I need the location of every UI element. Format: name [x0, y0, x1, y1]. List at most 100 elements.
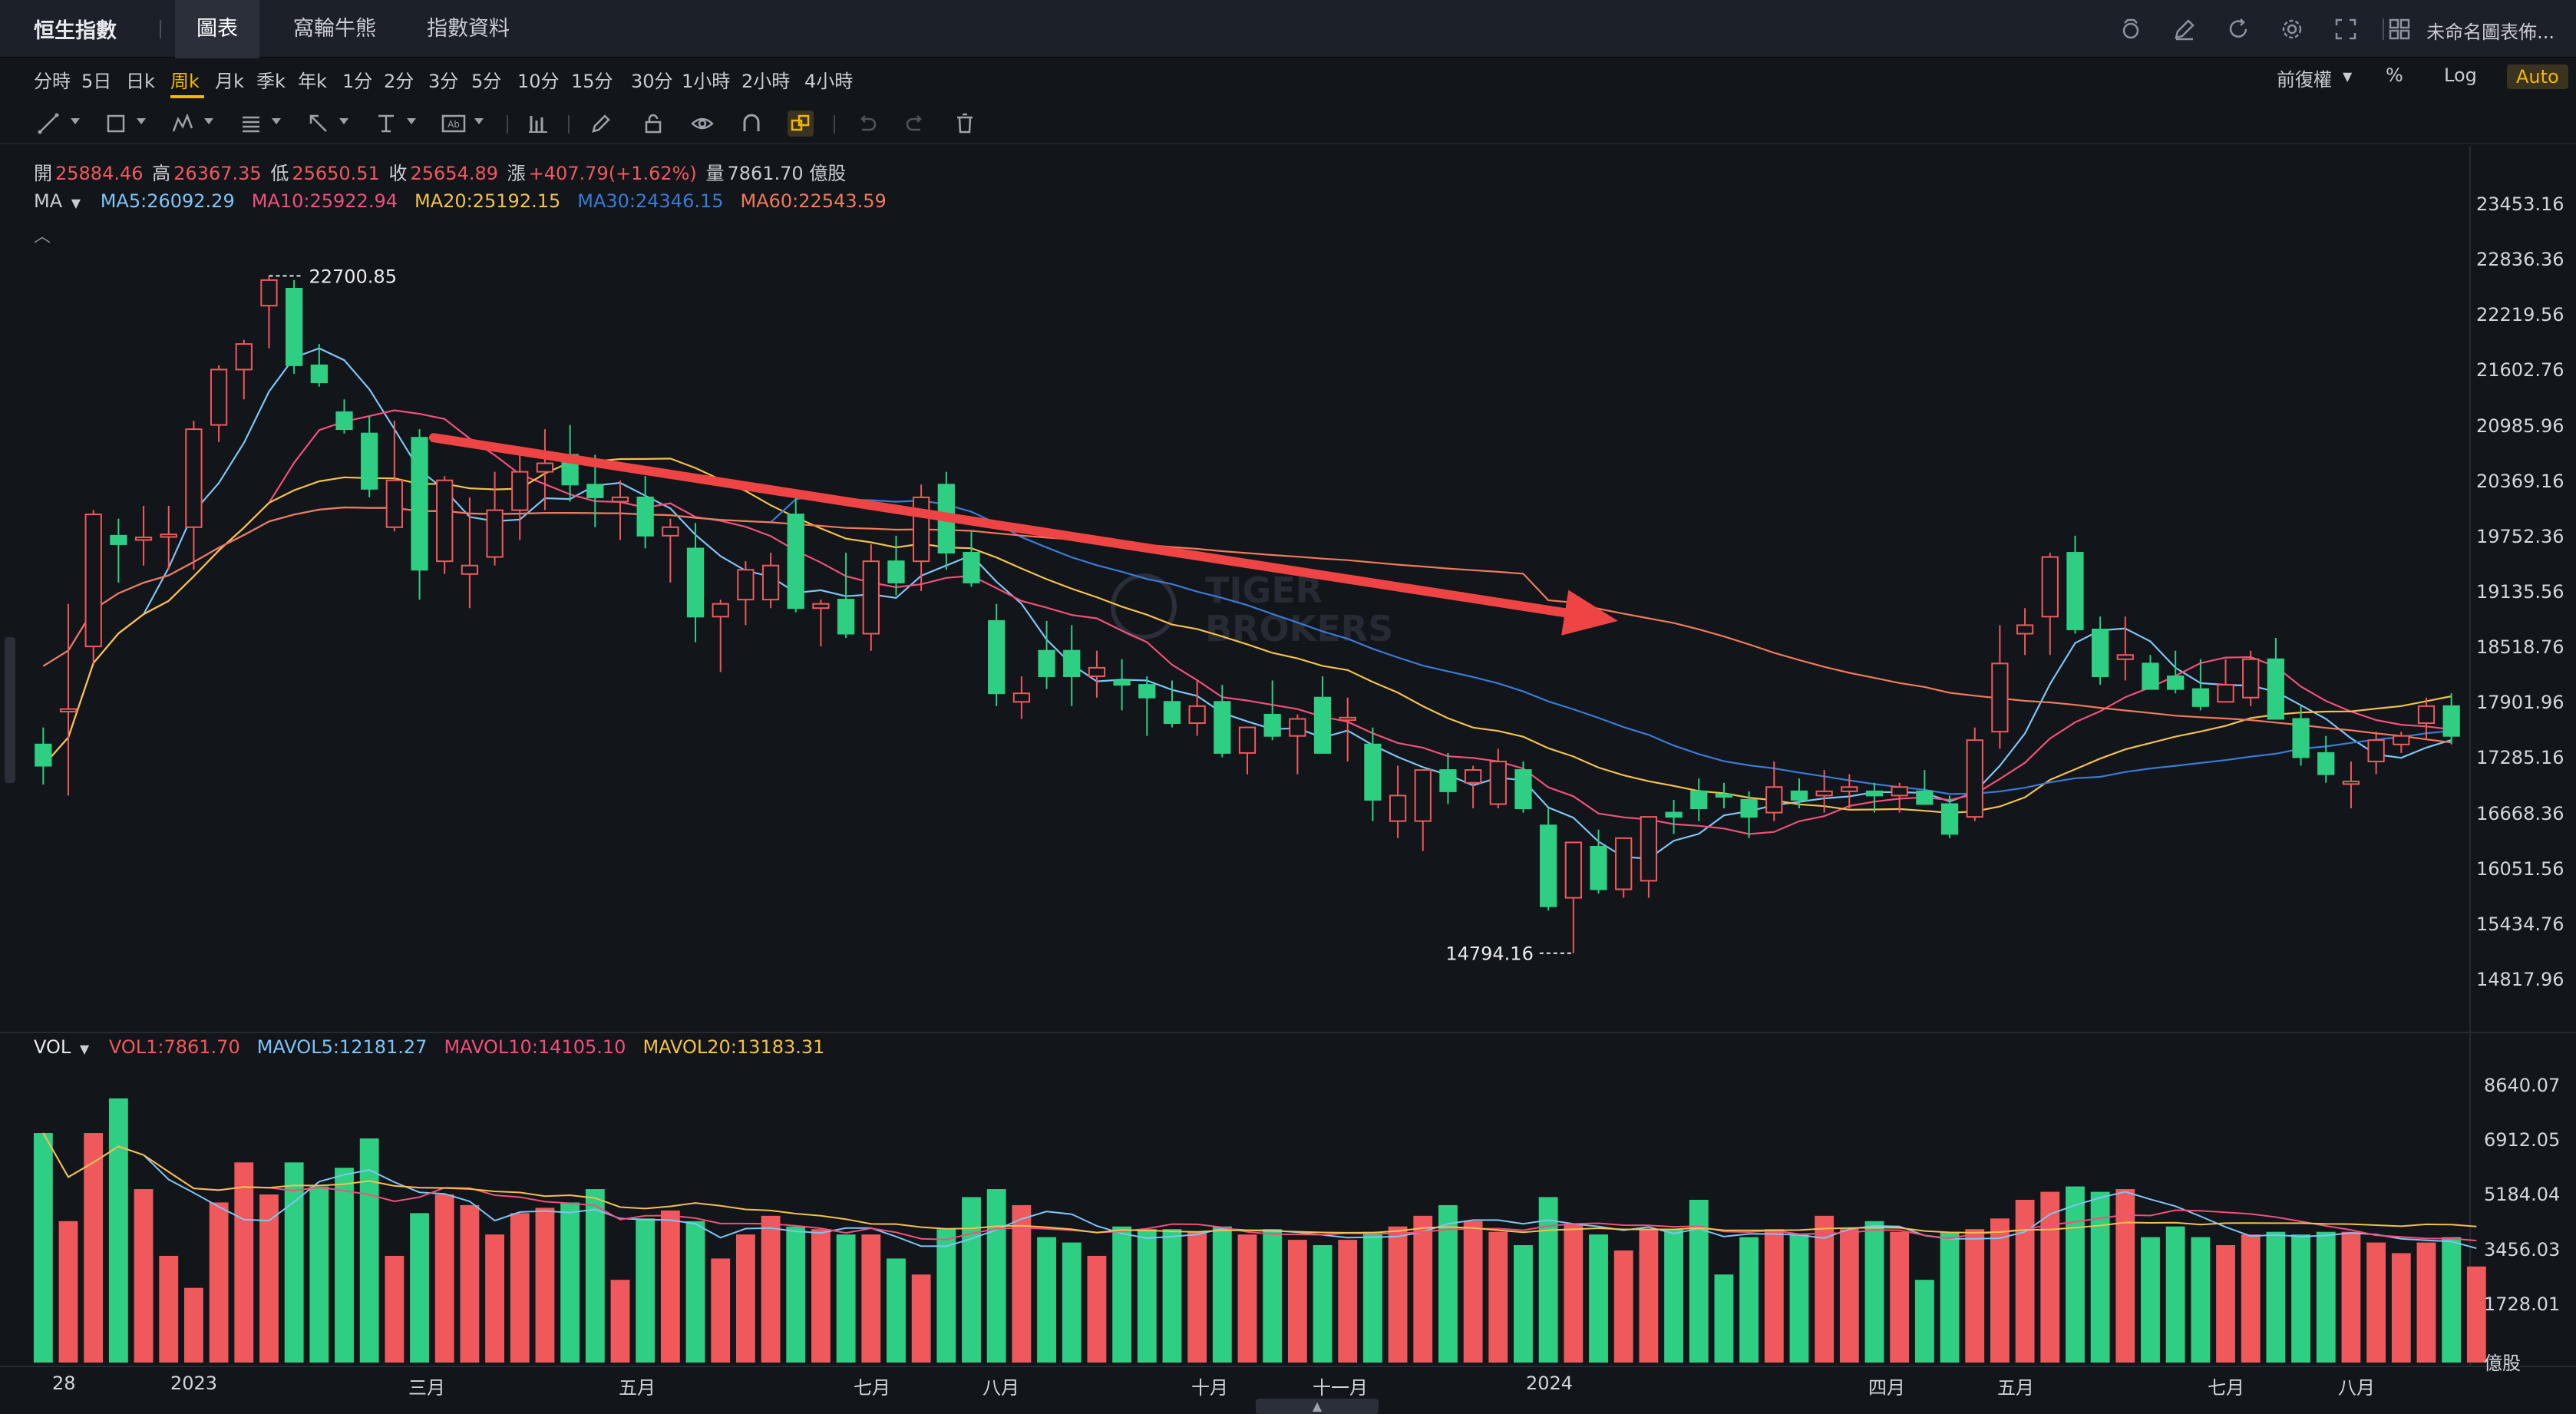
pen-icon[interactable]	[2169, 14, 2200, 45]
volume-bar	[761, 1215, 781, 1363]
volume-bar	[108, 1098, 128, 1363]
volume-bars	[33, 1098, 2486, 1363]
volume-bar	[2416, 1242, 2436, 1363]
percent-toggle[interactable]: %	[2386, 64, 2403, 86]
trend-arrow-drawing[interactable]	[428, 433, 1618, 636]
volume-bar	[1589, 1234, 1608, 1363]
candle-body	[134, 537, 153, 541]
period-12[interactable]: 15分	[571, 71, 613, 92]
chevron-down-icon[interactable]	[137, 118, 146, 124]
sync-drawings-icon[interactable]	[788, 111, 814, 137]
period-5[interactable]: 季k	[256, 71, 286, 92]
chart-layout-name[interactable]: 未命名圖表佈...	[2426, 21, 2555, 43]
auto-scale-toggle[interactable]: Auto	[2507, 64, 2568, 89]
rectangle-tool-icon[interactable]	[103, 111, 129, 137]
log-toggle[interactable]: Log	[2444, 64, 2477, 86]
candle-body	[1414, 769, 1432, 822]
candle-body	[1188, 705, 1206, 725]
volume-bar	[2241, 1234, 2261, 1363]
indicator-icon[interactable]	[525, 111, 551, 137]
scroll-handle[interactable]: ▲	[1256, 1399, 1379, 1414]
chevron-down-icon[interactable]: ▼	[2343, 69, 2353, 84]
tab-warrants[interactable]: 窩輪牛熊	[293, 17, 376, 41]
period-7[interactable]: 1分	[342, 71, 373, 92]
period-15[interactable]: 2小時	[741, 71, 791, 92]
period-11[interactable]: 10分	[517, 71, 560, 92]
watermark-text-line-1: TIGER	[1205, 570, 1323, 611]
period-16[interactable]: 4小時	[804, 71, 854, 92]
chevron-down-icon[interactable]	[407, 118, 416, 124]
period-4[interactable]: 月k	[215, 71, 244, 92]
candle-body	[2142, 662, 2159, 690]
vol-indicator-label[interactable]: VOL	[34, 1036, 71, 1058]
period-3[interactable]: 周k	[170, 71, 200, 92]
period-8[interactable]: 2分	[384, 71, 414, 92]
candle-body	[837, 599, 855, 635]
chevron-down-icon[interactable]	[339, 118, 348, 124]
ma-indicator-label[interactable]: MA	[34, 190, 63, 212]
adjust-dropdown[interactable]: 前復權	[2277, 69, 2332, 91]
volume-bar	[485, 1234, 505, 1363]
volume-bar	[2366, 1242, 2386, 1363]
price-tick-12: 16051.56	[2476, 857, 2564, 880]
candle-body	[1790, 790, 1808, 801]
measure-tool-icon[interactable]	[373, 111, 399, 137]
volume-bar	[786, 1226, 806, 1363]
period-6[interactable]: 年k	[298, 71, 327, 92]
trash-icon[interactable]	[952, 111, 978, 137]
chevron-down-icon[interactable]: ▼	[71, 196, 81, 210]
chevron-down-icon[interactable]	[272, 118, 281, 124]
magnet-icon[interactable]	[738, 111, 765, 137]
arrow-tool-icon[interactable]	[305, 111, 332, 137]
candle-body	[210, 368, 228, 426]
chevron-down-icon[interactable]	[204, 118, 213, 124]
candlestick-series	[35, 276, 2460, 953]
redo-icon[interactable]	[903, 111, 929, 137]
volume-tick-1: 6912.05	[2484, 1129, 2561, 1151]
ma-legend-item-2: MA20:25192.15	[414, 190, 561, 212]
price-tick-1: 22836.36	[2476, 249, 2564, 271]
gear-icon[interactable]	[2277, 14, 2307, 45]
open-value: 25884.46	[55, 163, 144, 184]
text-tool-icon[interactable]: Ab	[441, 111, 467, 137]
divider	[160, 20, 161, 38]
chevron-down-icon[interactable]	[474, 118, 484, 124]
volume-bar	[535, 1208, 555, 1363]
pattern-tool-icon[interactable]	[170, 111, 197, 137]
tab-index-info[interactable]: 指數資料	[427, 17, 510, 41]
ma-legend-item-4: MA60:22543.59	[740, 190, 887, 212]
candle-body	[2016, 624, 2034, 635]
period-0[interactable]: 分時	[34, 71, 71, 92]
candle-body	[1891, 786, 1908, 797]
chevron-down-icon[interactable]	[71, 118, 80, 124]
period-2[interactable]: 日k	[126, 71, 155, 92]
refresh-icon[interactable]	[2223, 14, 2254, 45]
lock-icon[interactable]	[640, 111, 666, 137]
layout-icon[interactable]	[2384, 14, 2415, 45]
vol-legend-item-3: MAVOL20:13183.31	[642, 1036, 825, 1058]
pencil-icon[interactable]	[588, 111, 614, 137]
tab-chart[interactable]: 圖表	[175, 0, 259, 58]
period-1[interactable]: 5日	[81, 71, 112, 92]
collapse-icon[interactable]: ︿	[34, 227, 51, 246]
undo-icon[interactable]	[854, 111, 880, 137]
fibonacci-tool-icon[interactable]	[238, 111, 264, 137]
period-9[interactable]: 3分	[428, 71, 459, 92]
candle-body	[1640, 816, 1658, 882]
candle-body	[2167, 675, 2185, 690]
chevron-down-icon[interactable]: ▼	[79, 1042, 90, 1056]
eye-icon[interactable]	[689, 111, 715, 137]
period-13[interactable]: 30分	[631, 71, 673, 92]
volume-bar	[2391, 1253, 2411, 1363]
trendline-tool-icon[interactable]	[35, 111, 61, 137]
period-10[interactable]: 5分	[471, 71, 502, 92]
volume-bar	[1739, 1237, 1759, 1363]
fullscreen-icon[interactable]	[2330, 14, 2361, 45]
candle-body	[2217, 684, 2234, 703]
vol-ma-line-10	[42, 1132, 2477, 1242]
date-tick-12: 八月	[2338, 1377, 2375, 1399]
camera-icon[interactable]	[2115, 14, 2146, 45]
period-14[interactable]: 1小時	[682, 71, 731, 92]
volume-bar	[2266, 1231, 2286, 1363]
